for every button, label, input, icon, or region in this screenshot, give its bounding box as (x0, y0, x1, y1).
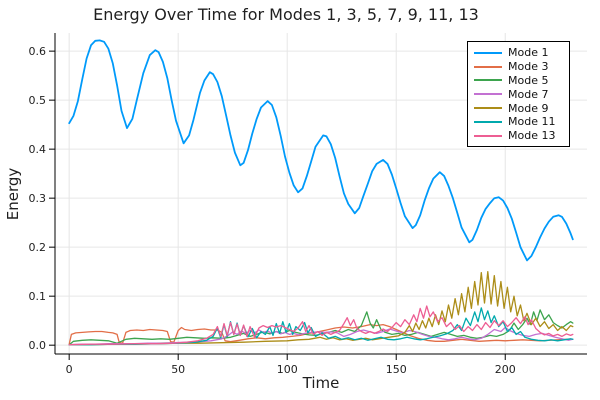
y-axis-label: Energy (4, 167, 22, 221)
legend-line-swatch (474, 93, 502, 96)
x-tick-label: 50 (171, 363, 185, 376)
legend-label: Mode 7 (508, 87, 549, 101)
legend-line-swatch (474, 134, 502, 137)
x-tick-label: 200 (495, 363, 516, 376)
legend-label: Mode 5 (508, 73, 549, 87)
series-line-mode-5 (68, 309, 574, 346)
x-tick-label: 100 (277, 363, 298, 376)
series-line-mode-9 (68, 271, 574, 346)
y-tick-label: 0.5 (29, 94, 47, 107)
series-line-mode-7 (68, 326, 574, 346)
y-tick-label: 0.3 (29, 192, 47, 205)
legend-line-swatch (474, 51, 502, 54)
x-tick-label: 150 (386, 363, 407, 376)
legend: Mode 1 Mode 3 Mode 5 Mode 7 Mode 9 Mode 11 Mod… (467, 41, 570, 147)
y-tick-label: 0.0 (29, 339, 47, 352)
y-tick-label: 0.6 (29, 45, 47, 58)
legend-item: Mode 1 (474, 46, 564, 60)
y-tick-label: 0.4 (29, 143, 47, 156)
y-tick-label: 0.2 (29, 241, 47, 254)
legend-label: Mode 1 (508, 46, 549, 60)
legend-line-swatch (474, 107, 502, 110)
legend-label: Mode 3 (508, 60, 549, 74)
legend-label: Mode 13 (508, 129, 556, 143)
legend-item: Mode 11 (474, 115, 564, 129)
legend-line-swatch (474, 65, 502, 68)
legend-item: Mode 9 (474, 101, 564, 115)
series-line-mode-1 (68, 39, 574, 262)
legend-line-swatch (474, 79, 502, 82)
y-tick-label: 0.1 (29, 290, 47, 303)
legend-item: Mode 3 (474, 60, 564, 74)
legend-label: Mode 9 (508, 101, 549, 115)
legend-label: Mode 11 (508, 115, 556, 129)
x-tick-label: 0 (66, 363, 73, 376)
chart-title: Energy Over Time for Modes 1, 3, 5, 7, 9… (93, 5, 479, 24)
legend-item: Mode 5 (474, 74, 564, 88)
series-line-mode-13 (68, 305, 574, 346)
legend-line-swatch (474, 120, 502, 123)
series-line-mode-3 (68, 323, 574, 345)
legend-item: Mode 7 (474, 87, 564, 101)
legend-item: Mode 13 (474, 129, 564, 143)
x-axis-label: Time (302, 374, 340, 392)
